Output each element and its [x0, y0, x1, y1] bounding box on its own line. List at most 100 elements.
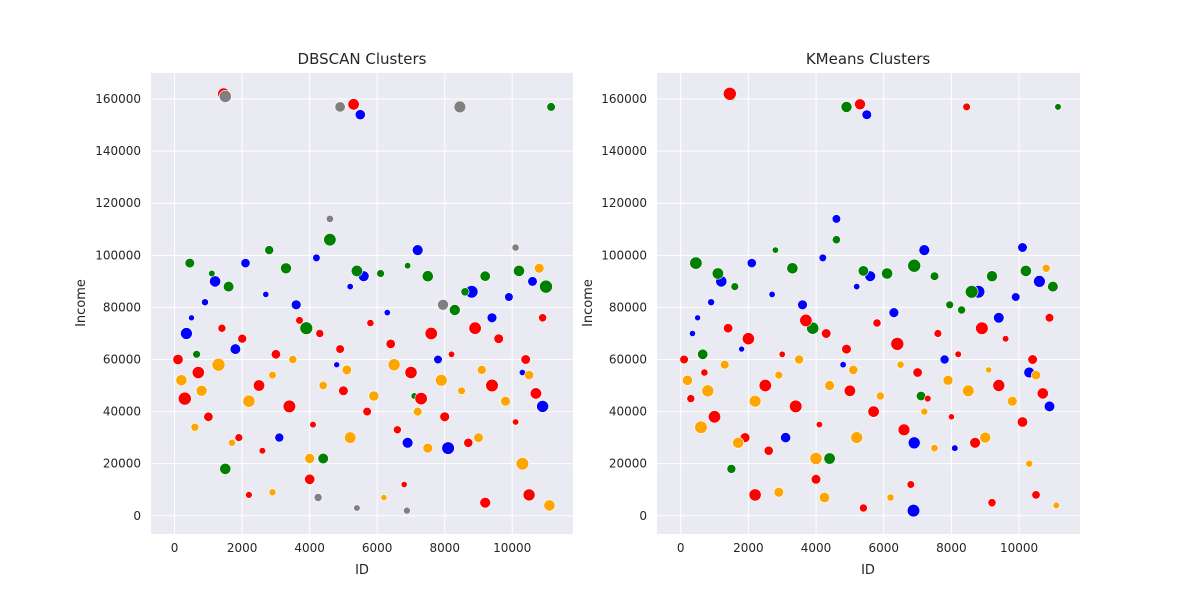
dbscan-point — [201, 298, 209, 307]
kmeans-point — [886, 493, 895, 502]
dbscan-point — [368, 390, 380, 402]
kmeans-point — [857, 265, 869, 277]
kmeans-point — [957, 305, 966, 315]
dbscan-point — [240, 258, 251, 268]
kmeans-point — [1044, 313, 1055, 323]
kmeans-point — [962, 384, 975, 397]
kmeans-point — [1054, 103, 1062, 111]
dbscan-point — [217, 323, 227, 333]
kmeans-y-tick-label: 80000 — [609, 300, 647, 314]
dbscan-point — [262, 290, 270, 298]
dbscan-point — [385, 338, 396, 349]
kmeans-point — [872, 318, 882, 328]
kmeans-y-tick-label: 40000 — [609, 405, 647, 419]
dbscan-point — [344, 431, 357, 444]
kmeans-point — [929, 271, 940, 281]
kmeans-x-tick-label: 2000 — [733, 541, 764, 555]
kmeans-point — [939, 354, 950, 365]
kmeans-point — [839, 361, 847, 369]
dbscan-point — [437, 298, 449, 311]
kmeans-y-tick-label: 140000 — [601, 144, 647, 158]
kmeans-point — [859, 503, 868, 513]
kmeans-point — [722, 87, 737, 101]
dbscan-point — [253, 379, 266, 392]
dbscan-point — [485, 378, 499, 393]
kmeans-point — [780, 432, 791, 443]
dbscan-point — [527, 276, 538, 287]
dbscan-point — [393, 425, 402, 435]
kmeans-point — [964, 285, 979, 299]
dbscan-point — [403, 506, 411, 515]
dbscan-x-tick-label: 8000 — [429, 541, 460, 555]
dbscan-point — [209, 275, 221, 288]
dbscan-point — [512, 418, 520, 426]
dbscan-point — [500, 396, 511, 407]
kmeans-point — [1025, 459, 1033, 468]
dbscan-point — [486, 312, 498, 323]
kmeans-point — [918, 244, 930, 256]
kmeans-x-tick-label: 8000 — [936, 541, 967, 555]
kmeans-point — [890, 337, 905, 351]
dbscan-point — [354, 109, 366, 121]
dbscan-point — [353, 504, 361, 512]
dbscan-point — [538, 313, 547, 323]
dbscan-y-tick-label: 140000 — [95, 144, 141, 158]
dbscan-point — [387, 358, 401, 372]
dbscan-x-tick-label: 10000 — [493, 541, 531, 555]
dbscan-point — [274, 432, 285, 443]
kmeans-point — [907, 258, 922, 273]
kmeans-x-axis-label: ID — [861, 563, 875, 578]
dbscan-point — [439, 411, 450, 422]
dbscan-y-tick-label: 40000 — [103, 405, 141, 419]
dbscan-y-tick-label: 60000 — [103, 352, 141, 366]
dbscan-point — [299, 321, 313, 335]
dbscan-x-tick-label: 2000 — [227, 541, 258, 555]
kmeans-point — [1017, 242, 1028, 253]
kmeans-point — [875, 391, 885, 401]
kmeans-point — [1052, 501, 1060, 510]
dbscan-plot-area — [151, 73, 573, 534]
dbscan-point — [376, 269, 385, 278]
kmeans-point — [723, 323, 734, 334]
kmeans-point — [694, 420, 708, 434]
kmeans-point — [809, 452, 823, 465]
kmeans-point — [945, 300, 954, 309]
kmeans-point — [799, 313, 813, 327]
kmeans-point — [771, 246, 779, 254]
kmeans-point — [881, 267, 893, 280]
kmeans-point — [942, 374, 954, 386]
dbscan-point — [178, 391, 192, 406]
kmeans-title: KMeans Clusters — [806, 50, 931, 68]
dbscan-point — [282, 399, 297, 414]
dbscan-x-axis-label: ID — [355, 563, 369, 578]
dbscan-point — [380, 494, 388, 501]
kmeans-point — [906, 480, 915, 489]
kmeans-point — [786, 262, 799, 275]
dbscan-point — [476, 365, 487, 375]
dbscan-point — [504, 292, 514, 302]
dbscan-point — [524, 370, 534, 380]
kmeans-point — [850, 431, 863, 444]
kmeans-point — [861, 109, 872, 120]
kmeans-point — [975, 321, 989, 335]
kmeans-point — [789, 399, 803, 414]
dbscan-point — [412, 244, 424, 256]
kmeans-panel: 0 2000 4000 6000 8000 10000020000400006000080… — [581, 50, 1080, 578]
dbscan-point — [184, 258, 195, 269]
kmeans-point — [773, 487, 784, 498]
kmeans-point — [906, 504, 921, 518]
kmeans-x-tick-label: 6000 — [868, 541, 899, 555]
dbscan-point — [513, 264, 525, 277]
dbscan-x-tick-label: 6000 — [362, 541, 393, 555]
kmeans-point — [1043, 400, 1056, 413]
kmeans-point — [707, 298, 715, 307]
dbscan-point — [270, 349, 281, 360]
dbscan-point — [533, 263, 545, 274]
dbscan-point — [234, 433, 244, 442]
dbscan-point — [219, 462, 232, 475]
dbscan-point — [312, 253, 321, 262]
kmeans-point — [848, 364, 859, 375]
kmeans-point — [774, 370, 783, 380]
kmeans-point — [897, 423, 911, 436]
